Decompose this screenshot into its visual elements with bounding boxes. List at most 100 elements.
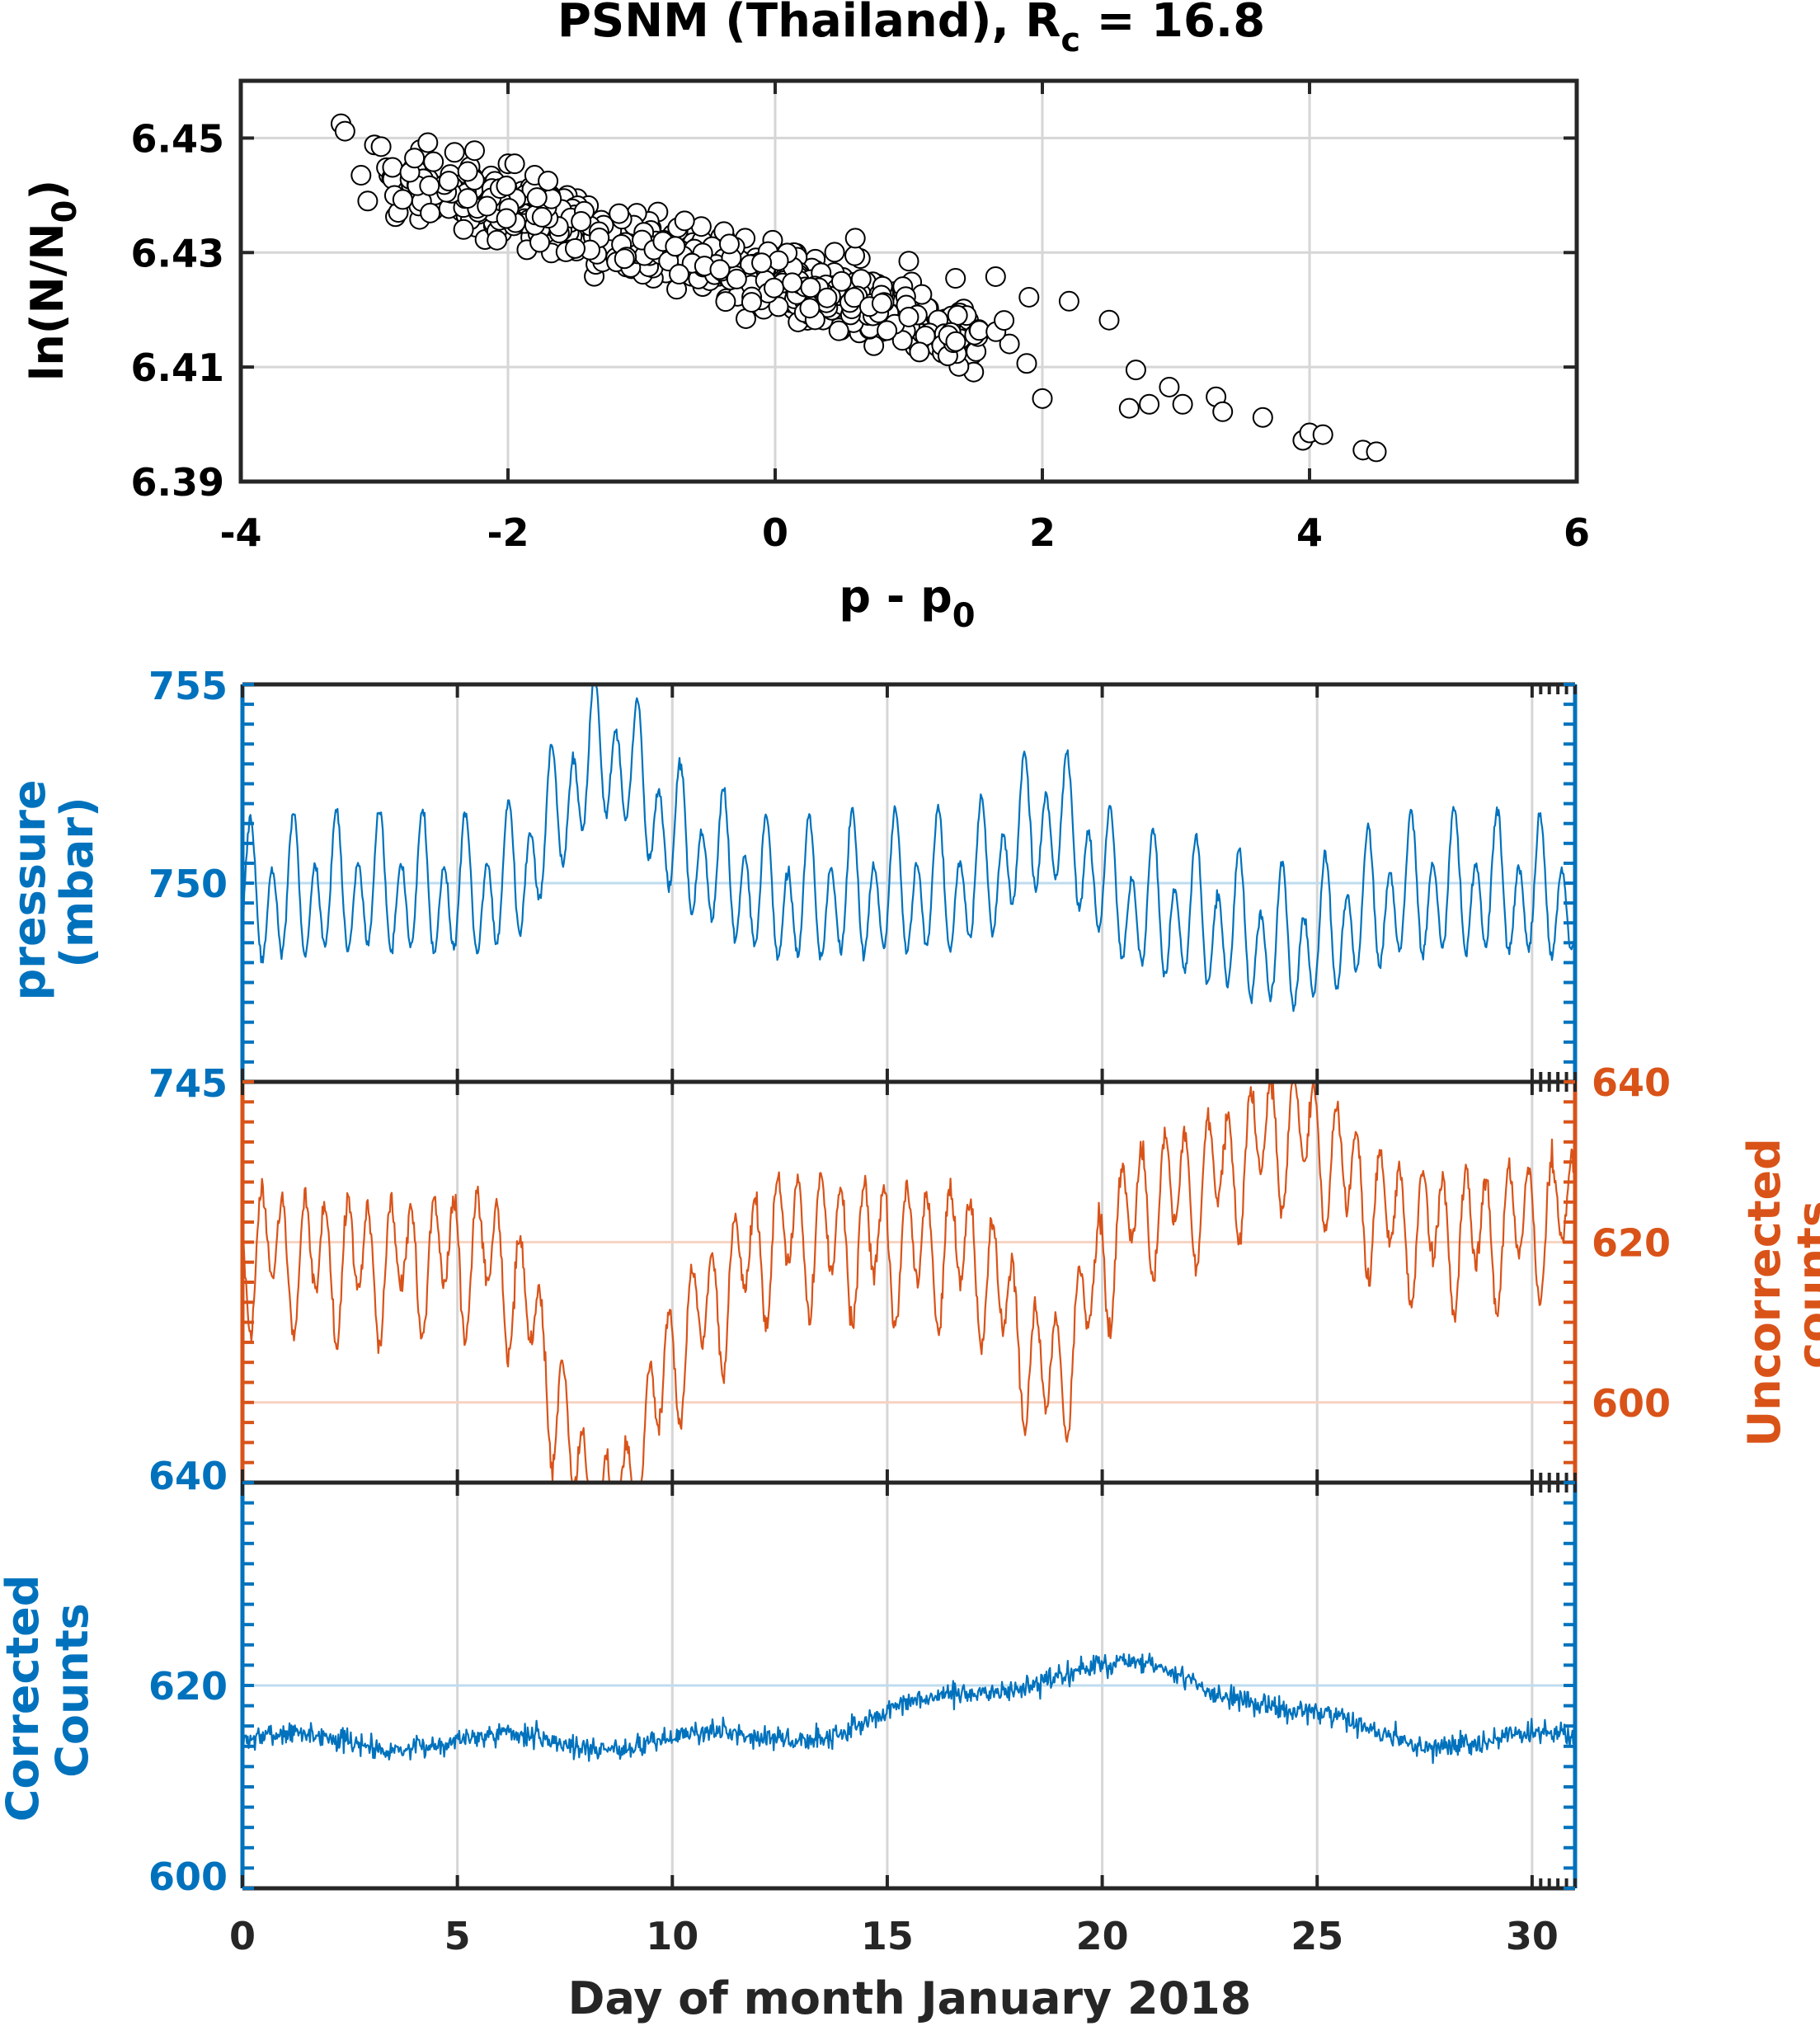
x-tick-label: 0: [229, 1914, 256, 1958]
data-point: [844, 228, 866, 249]
data-point: [945, 268, 966, 289]
scatter-y-tick-labels: 6.39 6.41 6.43 6.45: [131, 116, 225, 505]
x-tick-label: -2: [487, 510, 529, 555]
data-point: [564, 237, 586, 259]
data-point: [334, 120, 355, 142]
data-point: [799, 298, 821, 319]
data-point: [1098, 309, 1120, 331]
data-point: [477, 195, 498, 217]
data-point: [669, 264, 690, 285]
left-axis-top-label: 745: [148, 1061, 228, 1106]
x-tick-label: 15: [861, 1914, 914, 1958]
data-point: [496, 175, 517, 196]
scatter-title: PSNM (Thailand), Rc = 16.8: [557, 0, 1265, 59]
data-point: [828, 320, 849, 341]
data-point: [909, 341, 930, 363]
data-point: [816, 287, 838, 308]
scatter-panel: PSNM (Thailand), Rc = 16.8 -4 -2 0 2 4 6 6.39…: [21, 0, 1590, 635]
uncorrected-y-label: Uncorrected counts: [1738, 1122, 1820, 1446]
corrected-x-tick-labels: 0 5 10 15 20 25 30: [229, 1914, 1559, 1958]
pressure-panel: 755 750 pressure (mbar): [3, 664, 1578, 1084]
x-tick-label: 10: [646, 1914, 698, 1958]
scatter-axes-box: [238, 78, 1579, 484]
data-point: [898, 306, 919, 327]
data-point: [1016, 353, 1037, 374]
data-point: [370, 136, 392, 157]
data-point: [438, 171, 459, 192]
x-tick-label: 5: [444, 1914, 471, 1958]
y-tick-label: 6.39: [131, 460, 225, 505]
data-point: [357, 190, 379, 212]
data-point: [871, 293, 892, 314]
data-point: [994, 310, 1015, 331]
data-point: [423, 151, 444, 172]
data-point: [571, 210, 592, 232]
scatter-y-label: ln(N/N0): [21, 180, 84, 381]
y-tick-label: 6.45: [131, 116, 225, 161]
data-point: [674, 210, 695, 232]
x-tick-label: 6: [1564, 510, 1590, 555]
x-tick-label: 20: [1076, 1914, 1129, 1958]
data-point: [496, 208, 517, 229]
data-point: [945, 331, 966, 352]
x-tick-label: 2: [1029, 510, 1056, 555]
data-point: [392, 189, 413, 210]
data-point: [665, 236, 686, 257]
pressure-grid: [242, 684, 1575, 1082]
data-point: [1032, 388, 1053, 409]
y-tick-label: 600: [1592, 1381, 1671, 1426]
data-point: [350, 165, 372, 186]
data-point: [1312, 424, 1333, 445]
data-point: [824, 242, 845, 263]
data-point: [538, 171, 559, 191]
y-tick-label: 755: [148, 664, 228, 708]
uncorrected-ticks: [241, 1080, 1577, 1484]
scatter-x-tick-labels: -4 -2 0 2 4 6: [219, 510, 1590, 555]
scatter-ticks: [239, 81, 1578, 483]
data-point: [487, 229, 508, 251]
data-point: [420, 202, 441, 223]
data-point: [457, 188, 478, 209]
data-point: [382, 157, 403, 178]
data-point: [985, 266, 1006, 287]
y-tick-label: 6.43: [131, 231, 225, 275]
left-axis-bottom-label: 640: [148, 1454, 228, 1498]
uncorrected-y-tick-labels: 640 620 600: [1592, 1060, 1671, 1426]
y-tick-label: 620: [148, 1664, 228, 1709]
data-point: [1139, 393, 1160, 415]
data-point: [464, 140, 485, 162]
data-point: [457, 161, 478, 182]
data-point: [800, 277, 821, 298]
corrected-panel: 620 600 0 5 10 15 20 25 30 Corrected Counts Day…: [0, 1480, 1578, 2024]
data-point: [1018, 286, 1040, 308]
y-tick-label: 6.41: [131, 346, 225, 390]
data-point: [850, 269, 872, 290]
data-point: [419, 175, 440, 196]
data-point: [609, 203, 630, 224]
y-tick-label: 600: [148, 1854, 228, 1899]
data-point: [877, 320, 898, 341]
corrected-y-label: Corrected Counts: [0, 1559, 98, 1822]
data-point: [1172, 393, 1193, 415]
data-point: [526, 187, 548, 209]
data-point: [718, 233, 740, 255]
data-point: [1118, 397, 1140, 419]
data-point: [715, 291, 736, 313]
data-point: [741, 292, 762, 313]
data-point: [898, 251, 919, 272]
data-point: [531, 206, 553, 228]
data-point: [417, 132, 439, 153]
data-point: [504, 153, 525, 175]
data-point: [1058, 290, 1079, 312]
data-point: [444, 142, 465, 163]
data-point: [947, 304, 968, 326]
x-tick-label: 4: [1296, 510, 1323, 555]
data-point: [1212, 401, 1234, 422]
corrected-ticks: [241, 1481, 1577, 1890]
data-point: [999, 333, 1020, 355]
pressure-y-tick-labels: 755 750: [148, 664, 228, 906]
data-point: [782, 272, 803, 294]
data-point: [404, 148, 426, 169]
uncorrected-series-line: [241, 1081, 1577, 1483]
